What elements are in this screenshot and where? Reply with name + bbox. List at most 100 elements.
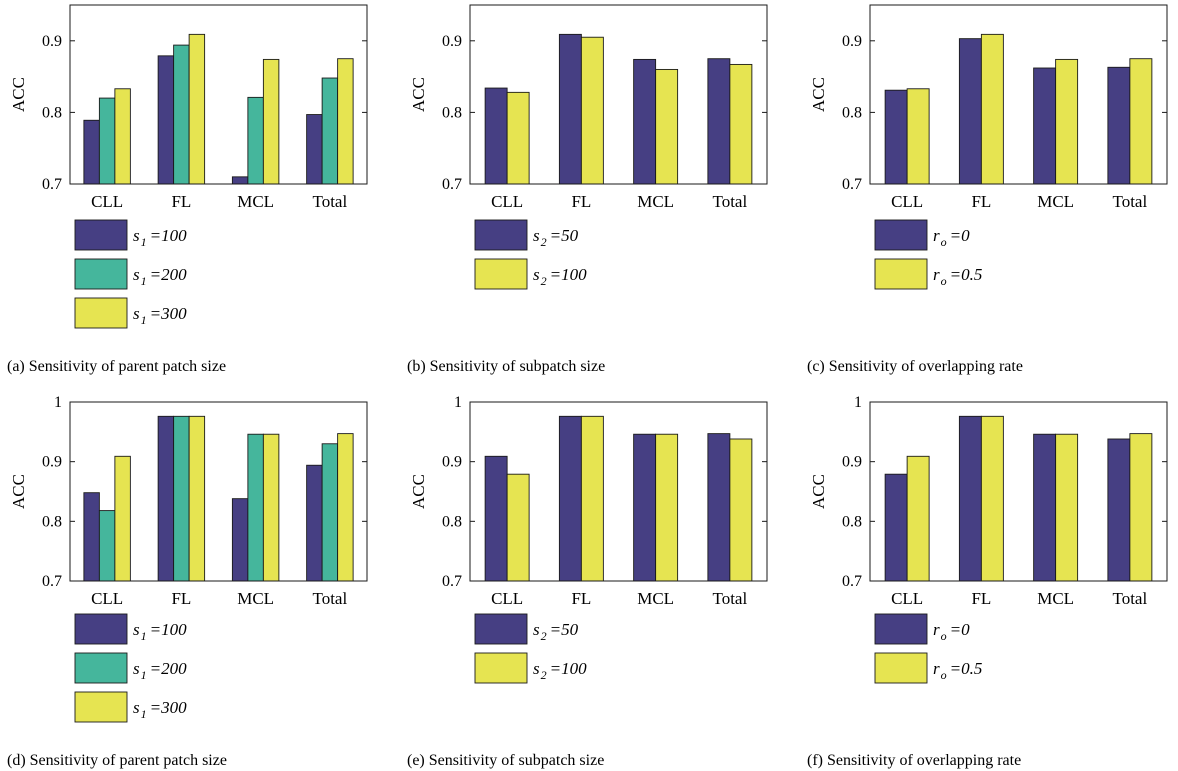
x-tick-label: MCL	[637, 192, 674, 211]
x-tick-label: Total	[713, 192, 748, 211]
bar-mcl-series-1	[1033, 67, 1057, 185]
panel-caption: (b) Sensitivity of subpatch size	[407, 358, 605, 375]
axes-frame	[869, 401, 1168, 582]
axes-frame	[469, 4, 768, 185]
bar-cll-series-1	[484, 455, 508, 582]
bar-mcl-series-2	[1055, 433, 1079, 582]
legend-swatch	[74, 691, 128, 723]
bar-fl-series-1	[558, 415, 582, 582]
y-tick-label: 0.7	[442, 176, 462, 193]
x-tick-label: FL	[971, 589, 991, 608]
legend: s1 =100 s1 =200 s1 =300	[74, 613, 187, 723]
legend-label: ro =0	[933, 226, 970, 249]
y-tick-label: 0.7	[442, 573, 462, 590]
y-tick-label: 0.7	[42, 176, 62, 193]
y-tick-label: 0.8	[842, 513, 862, 530]
bar-fl-series-2	[580, 36, 604, 185]
legend: ro =0 ro =0.5	[874, 613, 982, 684]
panel-caption: (e) Sensitivity of subpatch size	[407, 752, 604, 769]
y-axis-label: ACC	[9, 474, 28, 509]
legend-swatch	[474, 219, 528, 251]
bar-total-series-2	[729, 63, 753, 185]
legend-label: s2 =50	[533, 226, 579, 249]
legend-label: ro =0.5	[933, 265, 982, 288]
bar-mcl-series-1	[633, 58, 657, 185]
legend-swatch	[74, 258, 128, 290]
x-tick-label: FL	[571, 589, 591, 608]
x-tick-label: CLL	[491, 589, 523, 608]
legend-label: ro =0	[933, 620, 970, 643]
bar-total-series-2	[321, 77, 339, 185]
bar-cll-series-3	[114, 455, 131, 582]
axes-frame	[69, 4, 368, 185]
x-tick-label: FL	[171, 192, 191, 211]
bar-cll-series-1	[484, 87, 508, 185]
bar-total-series-1	[707, 58, 731, 185]
legend-swatch	[74, 613, 128, 645]
x-tick-label: CLL	[891, 589, 923, 608]
x-tick-label: CLL	[891, 192, 923, 211]
y-tick-label: 0.7	[842, 573, 862, 590]
chart-panel-e: CLL FL MCL Total 0.7 0.8 0.9 1 ACC s2 =50 s2 =100 (e)…	[407, 394, 768, 769]
legend-swatch	[74, 652, 128, 684]
bar-fl-series-2	[173, 44, 190, 185]
bar-cll-series-2	[906, 455, 930, 582]
x-tick-label: Total	[1113, 192, 1148, 211]
bar-fl-series-2	[173, 415, 190, 582]
bar-total-series-2	[321, 443, 339, 582]
legend-swatch	[474, 258, 528, 290]
x-tick-label: Total	[1113, 589, 1148, 608]
legend-label: ro =0.5	[933, 659, 982, 682]
y-tick-label: 1	[54, 394, 62, 411]
bar-fl-series-2	[980, 33, 1004, 185]
x-tick-label: MCL	[237, 192, 274, 211]
bar-mcl-series-2	[247, 96, 264, 185]
bar-total-series-1	[306, 464, 323, 582]
x-tick-label: MCL	[637, 589, 674, 608]
x-tick-label: CLL	[491, 192, 523, 211]
y-tick-label: 0.9	[442, 454, 462, 471]
bar-total-series-2	[1129, 58, 1153, 185]
bar-mcl-series-1	[231, 498, 249, 582]
y-tick-label: 0.9	[442, 33, 462, 50]
legend-swatch	[874, 613, 928, 645]
y-tick-label: 0.8	[42, 513, 62, 530]
legend-label: s1 =300	[133, 698, 187, 721]
x-tick-label: Total	[313, 192, 348, 211]
legend-swatch	[874, 219, 928, 251]
y-tick-label: 0.9	[842, 454, 862, 471]
x-tick-label: FL	[971, 192, 991, 211]
legend-swatch	[874, 258, 928, 290]
bar-cll-series-2	[98, 97, 116, 185]
bar-mcl-series-1	[633, 433, 657, 582]
bar-total-series-3	[337, 433, 354, 582]
y-tick-label: 1	[454, 394, 462, 411]
bar-mcl-series-1	[1033, 433, 1057, 582]
y-tick-label: 0.9	[42, 454, 62, 471]
legend-label: s1 =100	[133, 620, 187, 643]
x-tick-label: CLL	[91, 192, 123, 211]
axes-frame	[469, 401, 768, 582]
bar-total-series-2	[729, 438, 753, 582]
y-tick-label: 0.8	[442, 104, 462, 121]
x-tick-label: FL	[171, 589, 191, 608]
bar-mcl-series-1	[231, 176, 249, 185]
axes-frame	[869, 4, 1168, 185]
x-tick-label: MCL	[1037, 589, 1074, 608]
bar-cll-series-2	[906, 88, 930, 185]
legend-label: s1 =200	[133, 659, 187, 682]
bar-cll-series-1	[83, 119, 100, 185]
y-tick-label: 0.7	[842, 176, 862, 193]
y-tick-label: 0.7	[42, 573, 62, 590]
legend-swatch	[74, 219, 128, 251]
y-axis-label: ACC	[409, 77, 428, 112]
legend-swatch	[474, 652, 528, 684]
bar-fl-series-3	[188, 415, 206, 582]
bar-cll-series-2	[506, 473, 530, 582]
bar-fl-series-3	[188, 33, 206, 185]
legend-label: s2 =100	[533, 659, 587, 682]
legend-swatch	[74, 297, 128, 329]
